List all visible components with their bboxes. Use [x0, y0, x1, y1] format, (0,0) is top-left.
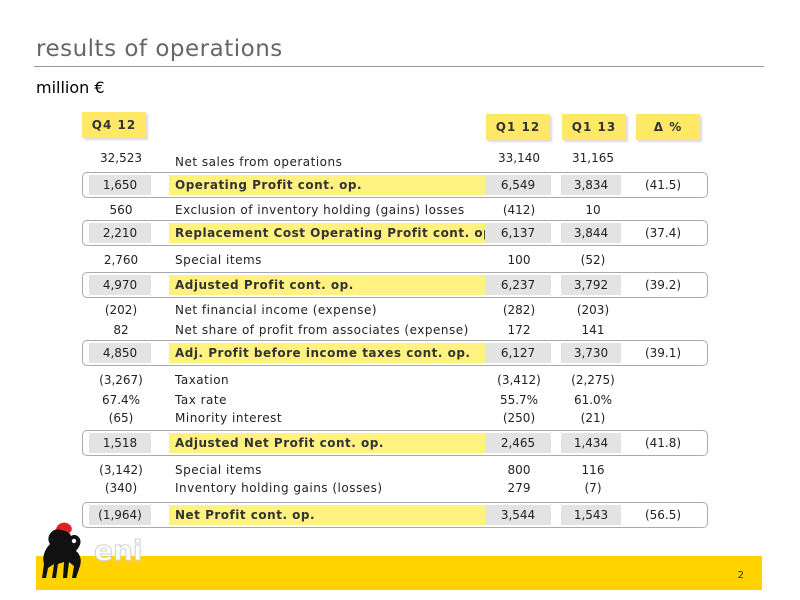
value-q4-12: 2,210	[89, 223, 151, 243]
value-delta: (39.2)	[644, 278, 682, 292]
row-label: Adj. Profit before income taxes cont. op…	[169, 343, 487, 363]
value-q1-12: 100	[507, 253, 531, 267]
row-label: Net share of profit from associates (exp…	[175, 323, 469, 337]
highlight-row-net-profit: (1,964) Net Profit cont. op. 3,544 1,543…	[82, 502, 708, 528]
value-delta: (37.4)	[644, 226, 682, 240]
highlight-row-operating-profit: 1,650 Operating Profit cont. op. 6,549 3…	[82, 172, 708, 198]
value-q1-13: 10	[585, 203, 601, 217]
row-label: Adjusted Profit cont. op.	[169, 275, 487, 295]
value-q1-13: 3,834	[561, 175, 621, 195]
table-row: (3,142) Special items 800 116	[0, 460, 800, 480]
value-q1-12: 800	[507, 463, 531, 477]
value-q1-13: (21)	[580, 411, 606, 425]
value-q4-12: 32,523	[100, 151, 142, 165]
svg-text:eni: eni	[94, 534, 143, 567]
value-q1-12: 3,544	[485, 505, 551, 525]
row-label: Minority interest	[175, 411, 283, 425]
eni-logo: eni	[42, 522, 143, 578]
value-q4-12: 1,650	[89, 175, 151, 195]
value-delta: (41.8)	[644, 436, 682, 450]
row-label: Replacement Cost Operating Profit cont. …	[169, 223, 487, 243]
page-title: results of operations	[36, 36, 283, 62]
row-label: Special items	[175, 463, 262, 477]
value-q1-12: 6,237	[485, 275, 551, 295]
value-q1-13: (2,275)	[571, 373, 615, 387]
value-delta: (41.5)	[644, 178, 682, 192]
value-q1-13: 141	[581, 323, 605, 337]
page-subtitle: million €	[36, 78, 105, 97]
row-label: Special items	[175, 253, 262, 267]
page-number: 2	[737, 570, 744, 581]
value-q1-13: 31,165	[572, 151, 614, 165]
table-row: 82 Net share of profit from associates (…	[0, 320, 800, 340]
value-q1-13: 1,543	[561, 505, 621, 525]
highlight-row-adjusted-profit: 4,970 Adjusted Profit cont. op. 6,237 3,…	[82, 272, 708, 298]
value-q4-12: 67.4%	[101, 393, 141, 407]
row-label: Net sales from operations	[175, 155, 343, 169]
value-q1-12: 6,127	[485, 343, 551, 363]
header-q1-13: Q1 13	[562, 114, 626, 140]
table-row: 67.4% Tax rate 55.7% 61.0%	[0, 390, 800, 410]
value-q4-12: 4,850	[89, 343, 151, 363]
highlight-row-profit-before-taxes: 4,850 Adj. Profit before income taxes co…	[82, 340, 708, 366]
value-q4-12: 2,760	[103, 253, 139, 267]
value-q4-12: (3,142)	[99, 463, 143, 477]
row-label: Operating Profit cont. op.	[169, 175, 487, 195]
value-q1-13: 116	[581, 463, 605, 477]
header-q1-12: Q1 12	[486, 114, 550, 140]
row-label: Inventory holding gains (losses)	[175, 481, 383, 495]
value-q1-13: (7)	[584, 481, 602, 495]
value-q4-12: (340)	[104, 481, 138, 495]
table-row: 32,523 Net sales from operations 33,140 …	[0, 148, 800, 169]
table-row: 560 Exclusion of inventory holding (gain…	[0, 200, 800, 220]
row-label: Net financial income (expense)	[175, 303, 378, 317]
six-legged-dog-icon	[42, 522, 81, 578]
value-q1-12: 55.7%	[499, 393, 539, 407]
value-q1-12: 33,140	[498, 151, 540, 165]
value-q1-13: (203)	[576, 303, 610, 317]
value-q1-13: 3,730	[561, 343, 621, 363]
value-q1-12: (282)	[502, 303, 536, 317]
value-q4-12: 4,970	[89, 275, 151, 295]
value-q1-12: 279	[507, 481, 531, 495]
value-q4-12: (202)	[104, 303, 138, 317]
table-row: (3,267) Taxation (3,412) (2,275)	[0, 370, 800, 390]
table-row: (65) Minority interest (250) (21)	[0, 408, 800, 428]
title-divider	[34, 66, 764, 67]
highlight-row-adjusted-net-profit: 1,518 Adjusted Net Profit cont. op. 2,46…	[82, 430, 708, 456]
value-q1-12: 6,549	[485, 175, 551, 195]
value-delta: (39.1)	[644, 346, 682, 360]
table-row: 2,760 Special items 100 (52)	[0, 250, 800, 270]
value-q1-12: 2,465	[485, 433, 551, 453]
value-q4-12: (1,964)	[89, 505, 151, 525]
value-q1-13: (52)	[580, 253, 606, 267]
header-q4-12: Q4 12	[82, 112, 146, 138]
value-q4-12: (3,267)	[99, 373, 143, 387]
value-q4-12: 82	[113, 323, 129, 337]
header-delta-percent: Δ %	[636, 114, 700, 140]
row-label: Exclusion of inventory holding (gains) l…	[175, 203, 465, 217]
value-q1-12: (3,412)	[497, 373, 541, 387]
value-q1-12: 172	[507, 323, 531, 337]
value-q1-13: 3,792	[561, 275, 621, 295]
value-q1-13: 3,844	[561, 223, 621, 243]
value-q1-12: 6,137	[485, 223, 551, 243]
row-label: Adjusted Net Profit cont. op.	[169, 433, 487, 453]
value-q4-12: (65)	[108, 411, 134, 425]
row-label: Net Profit cont. op.	[169, 505, 487, 525]
value-delta: (56.5)	[644, 508, 682, 522]
table-row: (340) Inventory holding gains (losses) 2…	[0, 478, 800, 498]
value-q4-12: 560	[109, 203, 133, 217]
row-label: Taxation	[175, 373, 230, 387]
value-q1-12: (250)	[502, 411, 536, 425]
value-q1-13: 61.0%	[573, 393, 613, 407]
table-row: (202) Net financial income (expense) (28…	[0, 300, 800, 320]
row-label: Tax rate	[175, 393, 227, 407]
value-q4-12: 1,518	[89, 433, 151, 453]
value-q1-12: (412)	[502, 203, 536, 217]
highlight-row-replacement-cost: 2,210 Replacement Cost Operating Profit …	[82, 220, 708, 246]
footer-bar	[36, 556, 762, 590]
value-q1-13: 1,434	[561, 433, 621, 453]
